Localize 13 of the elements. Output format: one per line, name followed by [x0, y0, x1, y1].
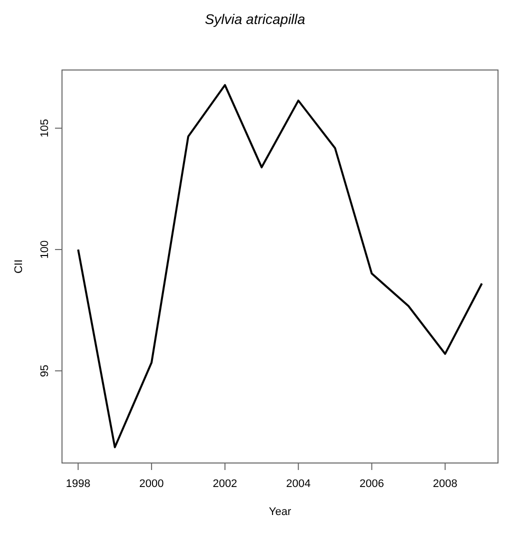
x-tick-label: 2008 — [432, 478, 458, 490]
line-series — [77, 84, 483, 448]
x-tick-label: 2004 — [286, 478, 311, 490]
x-tick-label: 2000 — [139, 478, 164, 490]
x-tick-label: 2002 — [212, 478, 238, 490]
x-tick-label: 2006 — [360, 478, 384, 490]
y-tick-label: 100 — [39, 240, 51, 259]
y-tick-label: 95 — [39, 364, 51, 377]
x-axis-title: Year — [268, 506, 292, 518]
y-axis-title: CII — [13, 259, 25, 274]
chart-title: Sylvia atricapilla — [204, 11, 306, 27]
y-tick-label: 105 — [39, 119, 51, 138]
x-tick-label: 1998 — [66, 478, 90, 490]
